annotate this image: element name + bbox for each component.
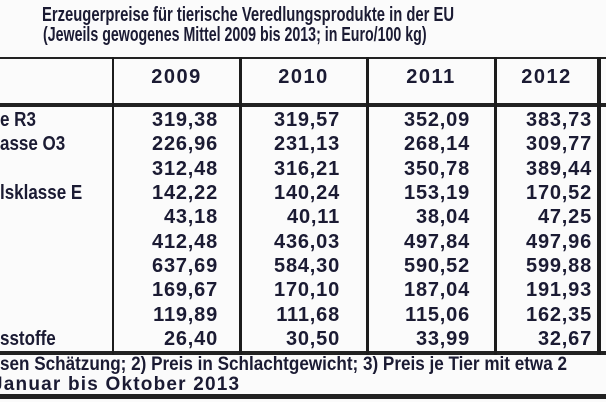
- price-cell: 599,88: [526, 255, 592, 277]
- price-cell: 142,22: [152, 182, 218, 204]
- price-cell: 436,03: [274, 231, 340, 253]
- price-cell: 497,84: [404, 231, 470, 253]
- price-cell: 191,93: [526, 279, 592, 301]
- footnote-line2: Januar bis Oktober 2013: [0, 374, 241, 395]
- row-label-fragment: e R3: [0, 109, 36, 131]
- column-divider-right: [597, 57, 601, 355]
- price-cell: 43,18: [163, 206, 218, 228]
- price-cell: 268,14: [404, 133, 470, 155]
- row-label-fragment: lsklasse E: [0, 182, 83, 204]
- page-title: Erzeugerpreise für tierische Veredlungsp…: [42, 4, 455, 26]
- year-header-2012: 2012: [521, 66, 572, 88]
- row-label-fragment: asse O3: [0, 133, 66, 155]
- price-cell: 637,69: [152, 255, 218, 277]
- price-cell: 40,11: [287, 206, 340, 228]
- price-cell: 312,48: [152, 158, 218, 180]
- price-cell: 153,19: [404, 182, 470, 204]
- price-cell: 319,57: [274, 109, 340, 131]
- year-header-2010: 2010: [278, 66, 329, 88]
- price-cell: 497,96: [526, 231, 592, 253]
- price-cell: 162,35: [526, 304, 592, 326]
- row-label-fragment: sstoffe: [0, 328, 56, 350]
- price-cell: 170,52: [526, 182, 592, 204]
- price-cell: 47,25: [537, 206, 592, 228]
- price-cell: 119,89: [153, 304, 218, 326]
- price-cell: 32,67: [537, 328, 592, 350]
- column-divider-2011-2012: [494, 57, 497, 355]
- price-cell: 584,30: [274, 255, 340, 277]
- price-cell: 33,99: [415, 328, 470, 350]
- price-cell: 169,67: [152, 279, 218, 301]
- price-cell: 226,96: [152, 133, 218, 155]
- column-divider-labels: [112, 57, 114, 355]
- price-cell: 383,73: [526, 109, 592, 131]
- price-cell: 590,52: [404, 255, 470, 277]
- table-border-top: [0, 57, 606, 59]
- price-cell: 111,68: [276, 304, 340, 326]
- price-cell: 309,77: [526, 133, 592, 155]
- column-divider-2010-2011: [366, 57, 369, 355]
- table-header-separator: [0, 103, 606, 107]
- price-cell: 30,50: [285, 328, 340, 350]
- price-cell: 170,10: [274, 279, 340, 301]
- price-cell: 389,44: [526, 158, 592, 180]
- price-cell: 412,48: [152, 231, 218, 253]
- price-cell: 319,38: [152, 109, 218, 131]
- price-cell: 187,04: [404, 279, 470, 301]
- table-border-bottom: [0, 351, 606, 355]
- year-header-2009: 2009: [151, 66, 202, 88]
- price-cell: 140,24: [274, 182, 340, 204]
- column-divider-2009-2010: [239, 57, 242, 355]
- price-cell: 38,04: [415, 206, 470, 228]
- frame-border-bottom: [0, 394, 606, 399]
- price-cell: 352,09: [404, 109, 470, 131]
- price-cell: 350,78: [404, 158, 470, 180]
- price-cell: 316,21: [274, 158, 340, 180]
- price-cell: 26,40: [163, 328, 218, 350]
- year-header-2011: 2011: [406, 66, 456, 88]
- price-cell: 231,13: [274, 133, 340, 155]
- price-cell: 115,06: [405, 304, 470, 326]
- page-subtitle: (Jeweils gewogenes Mittel 2009 bis 2013;…: [43, 24, 427, 46]
- footnote-line1: sen Schätzung; 2) Preis in Schlachtgewic…: [0, 354, 568, 375]
